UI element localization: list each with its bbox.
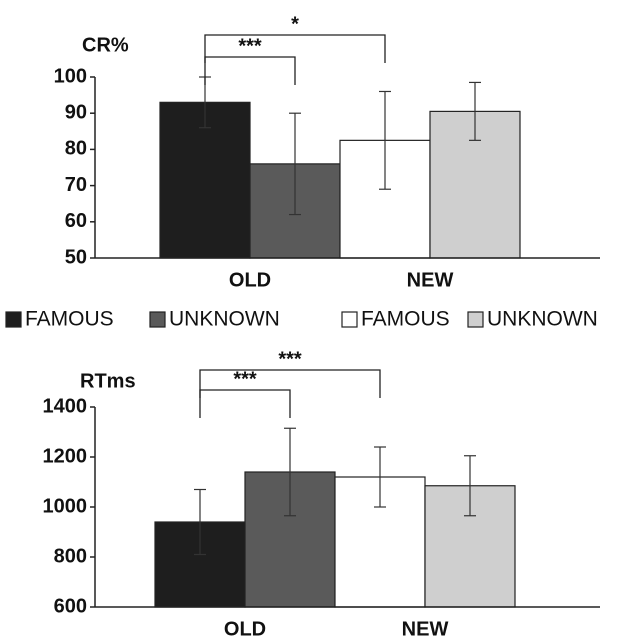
legend-swatch [149,311,166,328]
significance-label: *** [238,35,262,57]
significance-bracket [199,389,291,418]
x-tick-label: NEW [407,269,454,291]
y-tick-label: 100 [54,65,87,87]
x-tick-label: OLD [224,618,266,640]
y-tick-label: 600 [54,595,87,617]
y-tick-label: 90 [65,101,87,123]
legend-label: UNKNOWN [169,308,280,331]
legend-swatch [341,311,358,328]
legend-swatch [5,311,22,328]
x-tick-label: NEW [402,618,449,640]
y-tick-label: 80 [65,138,87,160]
significance-bracket [204,34,386,63]
y-tick-label: 70 [65,174,87,196]
legend-label: FAMOUS [361,308,450,331]
y-tick-label: 50 [65,246,87,268]
significance-bracket [204,56,296,85]
y-tick-label: 1000 [43,495,88,517]
y-tick-label: 60 [65,210,87,232]
significance-label: *** [278,348,302,370]
y-label: RTms [80,370,136,392]
legend-label: FAMOUS [25,308,114,331]
y-label: CR% [82,34,129,56]
y-tick-label: 1400 [43,395,88,417]
legend-label: UNKNOWN [487,308,598,331]
y-tick-label: 800 [54,545,87,567]
significance-bracket [199,369,381,398]
significance-label: * [291,13,299,35]
x-tick-label: OLD [229,269,271,291]
y-tick-label: 1200 [43,445,88,467]
significance-label: *** [233,368,257,390]
legend-swatch [467,311,484,328]
